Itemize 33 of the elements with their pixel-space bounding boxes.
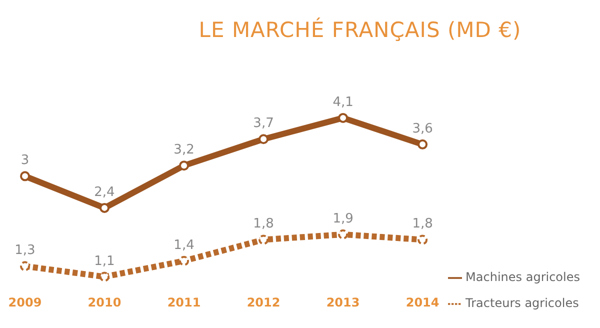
data-label: 1,1 [94, 254, 115, 269]
x-tick-label: 2014 [406, 296, 440, 310]
data-label: 3,6 [412, 121, 433, 136]
point [100, 202, 110, 213]
point [20, 261, 30, 272]
data-label: 1,3 [14, 243, 36, 258]
x-tick-label: 2013 [326, 296, 360, 310]
point [418, 234, 428, 245]
point [20, 171, 30, 182]
data-label: 1,8 [253, 216, 274, 232]
point [258, 134, 269, 144]
data-label: 3,7 [253, 116, 274, 132]
point [100, 272, 110, 282]
x-tick-label: 2012 [246, 296, 280, 310]
point [338, 112, 348, 123]
data-label: 1,8 [412, 216, 433, 232]
chart-title: LE MARCHÉ FRANÇAIS (MD €) [198, 18, 522, 42]
point [179, 256, 190, 266]
data-label: 1,4 [174, 238, 194, 253]
point [179, 160, 190, 171]
x-tick-label: 2009 [8, 296, 42, 310]
data-label: 3 [20, 153, 30, 168]
point [258, 234, 269, 245]
x-tick-label: 2011 [167, 296, 201, 310]
data-label: 3,2 [174, 142, 194, 158]
point [418, 139, 428, 150]
legend-label: Machines agricoles [466, 270, 580, 284]
data-label: 1,9 [332, 211, 354, 226]
data-label: 2,4 [94, 184, 115, 200]
legend-label: Tracteurs agricoles [466, 296, 579, 310]
x-tick-label: 2010 [88, 296, 122, 310]
data-label: 4,1 [332, 94, 354, 110]
point [338, 229, 348, 240]
